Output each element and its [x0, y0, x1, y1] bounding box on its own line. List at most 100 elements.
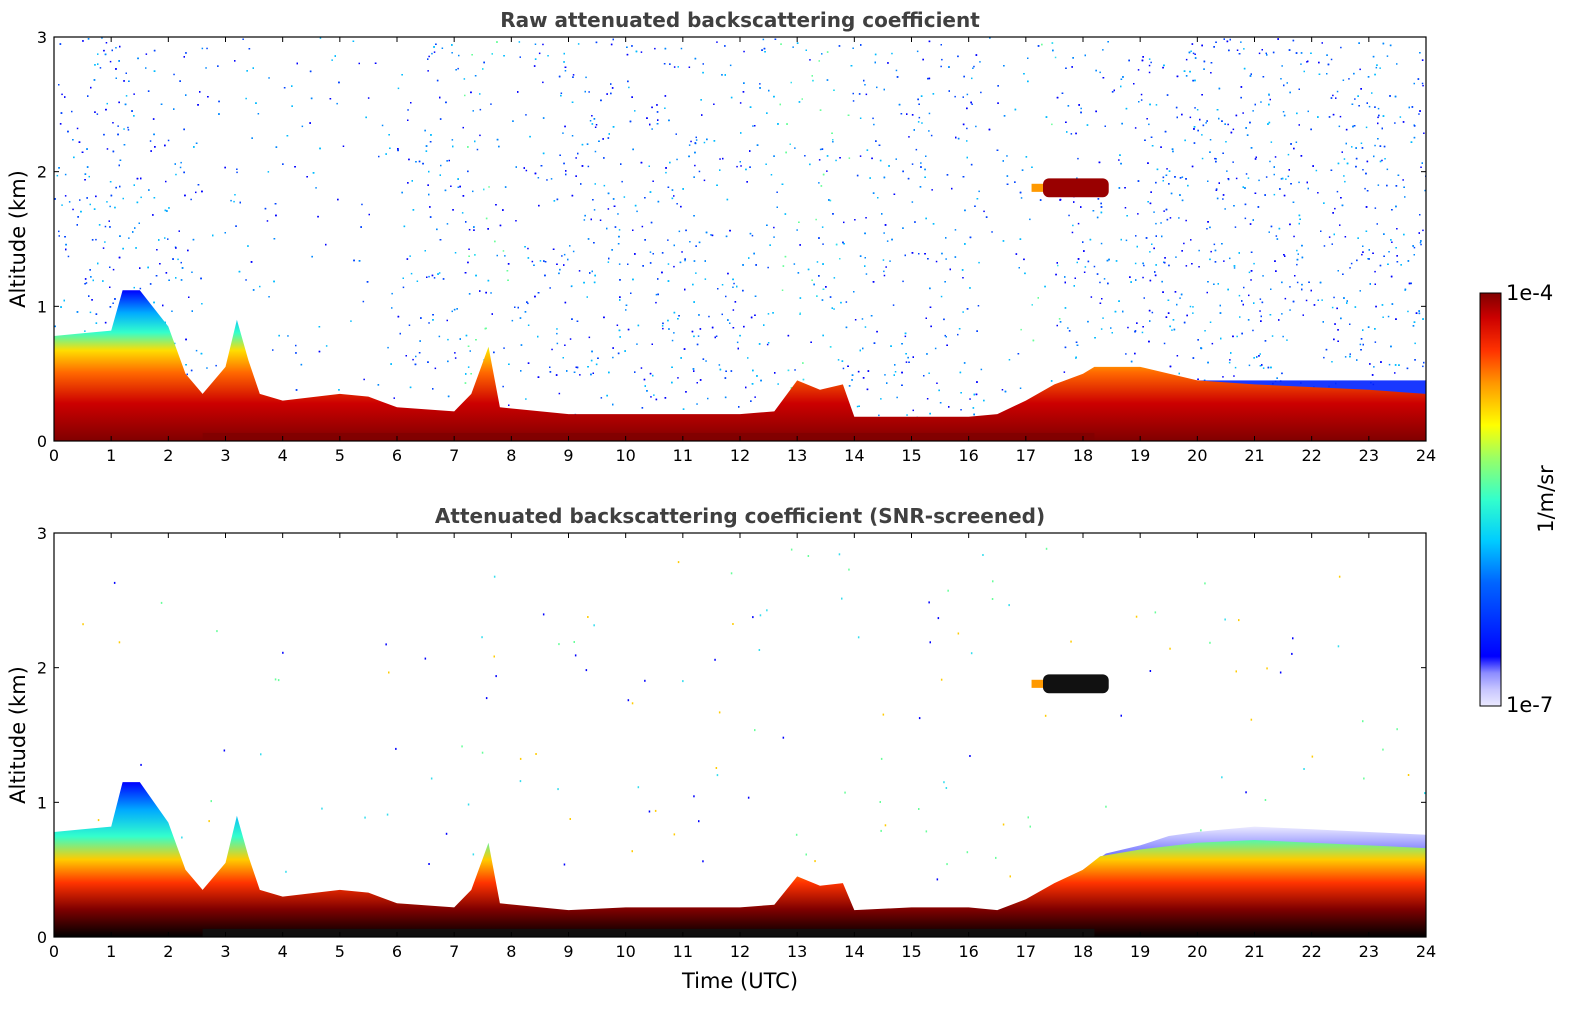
screened-pixel — [718, 711, 721, 714]
noise-pixel — [1244, 203, 1247, 206]
screened-pixel — [1279, 671, 1282, 674]
x-tick-label: 8 — [506, 446, 516, 465]
noise-pixel — [732, 309, 735, 311]
noise-pixel — [1355, 147, 1357, 149]
noise-pixel — [93, 79, 96, 81]
x-tick-label: 24 — [1416, 446, 1436, 465]
noise-pixel — [680, 357, 682, 359]
noise-pixel — [594, 183, 596, 185]
noise-pixel — [393, 397, 395, 399]
noise-pixel — [913, 129, 915, 131]
noise-pixel — [983, 210, 985, 213]
noise-pixel — [109, 306, 112, 308]
noise-pixel — [1185, 58, 1188, 61]
noise-pixel — [1209, 321, 1212, 323]
noise-pixel — [608, 257, 610, 260]
noise-pixel — [185, 364, 187, 366]
noise-pixel — [677, 377, 679, 379]
noise-pixel — [147, 266, 149, 269]
noise-pixel — [1168, 183, 1170, 185]
noise-pixel — [186, 373, 188, 376]
noise-pixel — [816, 295, 818, 297]
noise-pixel — [195, 349, 198, 352]
noise-pixel — [1065, 121, 1067, 123]
noise-pixel — [397, 149, 399, 152]
noise-pixel — [1372, 55, 1375, 58]
noise-pixel — [634, 204, 637, 207]
noise-pixel — [908, 136, 910, 138]
noise-pixel — [84, 179, 86, 181]
noise-pixel — [594, 126, 597, 128]
noise-pixel — [657, 278, 659, 280]
noise-pixel — [140, 177, 142, 180]
noise-pixel — [283, 87, 286, 89]
noise-pixel — [465, 334, 468, 337]
noise-pixel — [402, 277, 404, 279]
noise-pixel — [594, 274, 596, 277]
noise-pixel — [1191, 263, 1193, 265]
noise-pixel — [589, 120, 592, 122]
screened-pixel — [754, 729, 756, 732]
noise-pixel — [174, 246, 177, 248]
noise-pixel — [534, 295, 536, 298]
noise-pixel — [119, 235, 121, 237]
noise-pixel — [1222, 152, 1224, 154]
noise-pixel — [1376, 223, 1378, 225]
noise-pixel — [719, 368, 722, 371]
noise-pixel — [124, 103, 127, 106]
x-tick-label: 21 — [1244, 446, 1264, 465]
screened-pixel — [321, 807, 323, 810]
noise-pixel — [1389, 44, 1392, 47]
noise-pixel — [896, 396, 898, 399]
noise-pixel — [581, 143, 584, 146]
noise-pixel — [1165, 174, 1168, 176]
screened-pixel — [627, 699, 630, 702]
noise-pixel — [872, 281, 875, 283]
noise-pixel — [750, 400, 752, 402]
noise-pixel — [564, 301, 567, 304]
screened-pixel — [569, 818, 571, 820]
noise-pixel — [1099, 302, 1102, 304]
noise-pixel — [921, 122, 923, 124]
x-tick-label: 11 — [673, 446, 693, 465]
noise-pixel — [438, 272, 441, 274]
noise-pixel — [91, 239, 94, 241]
noise-pixel — [537, 177, 540, 179]
noise-pixel — [851, 379, 853, 381]
noise-pixel — [939, 402, 942, 404]
noise-pixel — [317, 215, 319, 218]
noise-pixel — [471, 54, 473, 56]
noise-pixel — [542, 43, 544, 46]
noise-pixel — [499, 224, 502, 227]
noise-pixel — [458, 54, 460, 57]
screened-pixel — [282, 651, 284, 654]
noise-pixel — [183, 128, 185, 131]
noise-pixel — [215, 364, 217, 367]
noise-pixel — [631, 96, 633, 98]
noise-pixel — [64, 195, 67, 197]
noise-pixel — [773, 236, 775, 238]
noise-pixel — [1406, 367, 1409, 370]
noise-pixel — [1353, 72, 1355, 75]
screened-pixel — [557, 788, 559, 791]
noise-pixel — [1090, 296, 1093, 298]
noise-pixel — [410, 272, 413, 275]
noise-pixel — [1260, 320, 1262, 322]
noise-pixel — [962, 176, 965, 178]
noise-pixel — [918, 253, 920, 255]
noise-pixel — [1295, 141, 1298, 143]
noise-pixel — [794, 147, 796, 149]
noise-pixel — [1164, 257, 1166, 259]
noise-pixel — [556, 198, 559, 201]
noise-pixel — [641, 407, 644, 409]
noise-pixel — [1162, 66, 1164, 69]
noise-pixel — [673, 66, 676, 68]
noise-pixel — [174, 342, 176, 345]
noise-pixel — [391, 292, 393, 295]
noise-pixel — [64, 236, 66, 238]
noise-pixel — [1185, 219, 1187, 222]
noise-pixel — [1333, 296, 1335, 299]
screened-pixel — [730, 572, 733, 575]
noise-pixel — [433, 51, 436, 53]
noise-pixel — [680, 47, 683, 50]
